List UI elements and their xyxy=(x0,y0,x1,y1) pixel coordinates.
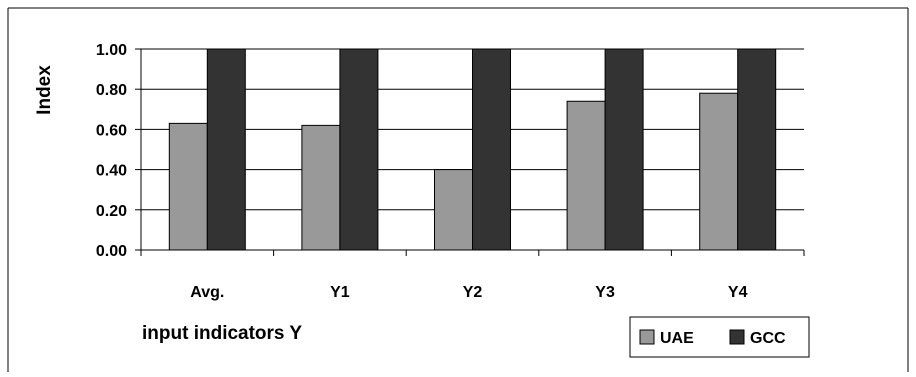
x-tick-label: Y4 xyxy=(728,284,748,301)
legend-box xyxy=(629,316,810,358)
y-tick-label: 1.00 xyxy=(96,42,127,59)
legend: UAE GCC xyxy=(629,316,810,358)
x-tick-label: Y1 xyxy=(330,284,350,301)
x-tick-label: Avg. xyxy=(190,284,224,301)
y-tick-labels: 0.00 0.20 0.40 0.60 0.80 1.00 xyxy=(96,42,127,260)
bar-uae xyxy=(434,169,473,251)
y-tick-label: 0.60 xyxy=(96,122,127,139)
y-tick-label: 0.20 xyxy=(96,203,127,220)
bar-gcc xyxy=(604,48,644,251)
bar-uae xyxy=(699,92,739,251)
y-tick-label: 0.00 xyxy=(96,243,127,260)
y-tick-label: 0.40 xyxy=(96,163,127,180)
x-tick-label: Y2 xyxy=(463,284,483,301)
legend-label-gcc: GCC xyxy=(750,330,786,347)
y-axis-title: Index xyxy=(34,65,55,115)
bar-gcc xyxy=(339,48,379,251)
legend-swatch-uae xyxy=(639,329,655,345)
legend-swatch-gcc xyxy=(729,329,745,345)
bar-uae xyxy=(301,124,341,251)
axes xyxy=(140,49,805,256)
bar-uae xyxy=(168,122,208,251)
bar-uae xyxy=(566,100,606,251)
bar-gcc xyxy=(737,48,777,251)
x-axis-title: input indicators Y xyxy=(142,323,302,344)
x-tick-label: Y3 xyxy=(595,284,615,301)
y-tick-label: 0.80 xyxy=(96,82,127,99)
bar-gcc xyxy=(472,48,511,251)
x-tick-labels: Avg. Y1 Y2 Y3 Y4 xyxy=(190,284,747,301)
bars xyxy=(168,48,777,251)
bar-gcc xyxy=(206,48,246,251)
legend-label-uae: UAE xyxy=(660,330,694,347)
